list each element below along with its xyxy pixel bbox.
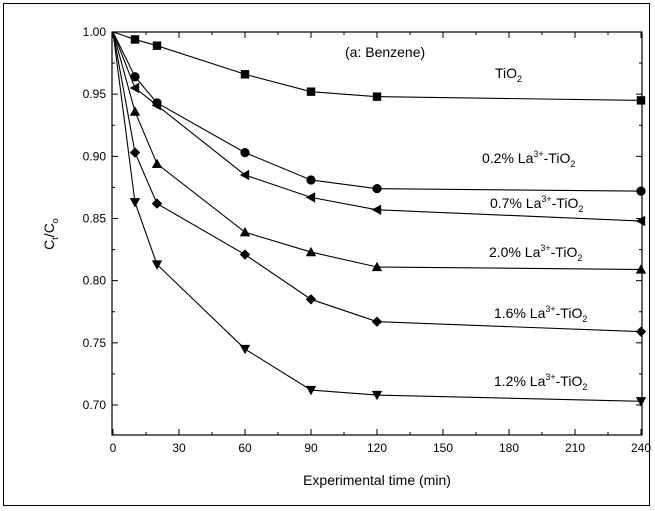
x-tick-label: 180: [499, 441, 519, 455]
y-tick-label: 0.95: [83, 87, 107, 101]
data-point: [306, 175, 316, 185]
series-label: 1.2% La3+-TiO2: [494, 372, 587, 392]
data-point: [239, 344, 251, 355]
series-label: TiO2: [495, 65, 522, 84]
data-point: [635, 264, 647, 274]
series-3: [112, 31, 646, 227]
data-point: [129, 106, 141, 116]
data-point: [636, 96, 646, 105]
x-tick-label: 210: [565, 441, 585, 455]
series-5: [112, 31, 647, 337]
data-point: [305, 294, 317, 305]
series-labels: TiO2 0.2% La3+-TiO2 0.7% La3+-TiO2 2.0% La3…: [482, 65, 587, 392]
series-line: [112, 31, 642, 101]
x-axis-title: Experimental time (min): [303, 472, 451, 488]
figure-frame: [3, 3, 650, 506]
data-point: [371, 204, 382, 215]
series-layer: [112, 31, 647, 407]
series-6: [112, 31, 647, 407]
y-tick-label: 0.80: [83, 274, 107, 288]
x-tick-label: 240: [631, 441, 651, 455]
series-line: [112, 31, 642, 333]
series-1: [112, 31, 646, 105]
x-tick-label: 120: [367, 441, 387, 455]
data-point: [240, 148, 250, 158]
axis-ticks: 0 30 60 90 120 150 180 210 240 0.70 0.75 0.80 0.85 0.…: [83, 25, 652, 455]
series-4: [112, 31, 647, 274]
series-label: 0.7% La3+-TiO2: [490, 194, 583, 214]
data-point: [151, 100, 162, 111]
data-point: [372, 92, 382, 101]
data-point: [129, 198, 141, 208]
y-tick-label: 0.70: [83, 398, 107, 412]
data-point: [372, 184, 382, 194]
data-point: [152, 41, 162, 50]
series-label: 2.0% La3+-TiO2: [489, 243, 582, 263]
data-point: [151, 260, 163, 270]
data-point: [305, 246, 317, 257]
y-tick-label: 0.90: [83, 149, 107, 163]
series-line: [112, 31, 642, 402]
data-point: [636, 186, 646, 196]
x-tick-label: 90: [304, 441, 318, 455]
data-point: [239, 169, 250, 181]
data-point: [240, 70, 250, 79]
data-point: [306, 87, 316, 96]
data-point: [130, 72, 140, 82]
series-label: 1.6% La3+-TiO2: [494, 304, 587, 324]
x-tick-label: 60: [238, 441, 252, 455]
data-point: [305, 192, 316, 203]
data-point: [635, 215, 646, 227]
y-tick-label: 1.00: [83, 25, 107, 39]
x-tick-label: 150: [433, 441, 453, 455]
y-tick-label: 0.85: [83, 212, 107, 226]
data-point: [305, 385, 317, 396]
data-point: [371, 316, 383, 327]
data-point: [239, 249, 251, 260]
data-point: [130, 35, 140, 44]
y-axis-title: Ct/Co: [41, 218, 60, 250]
series-2: [112, 31, 646, 196]
data-point: [371, 390, 383, 401]
data-point: [129, 82, 140, 94]
x-tick-label: 30: [172, 441, 186, 455]
data-point: [239, 226, 251, 237]
data-point: [129, 147, 141, 158]
data-point: [151, 158, 163, 168]
chart-title: (a: Benzene): [345, 44, 425, 60]
y-tick-label: 0.75: [83, 336, 107, 350]
data-point: [371, 261, 383, 272]
data-point: [151, 198, 163, 209]
data-point: [635, 397, 647, 407]
x-tick-label: 0: [110, 441, 117, 455]
series-label: 0.2% La3+-TiO2: [482, 149, 575, 169]
data-point: [635, 326, 647, 337]
